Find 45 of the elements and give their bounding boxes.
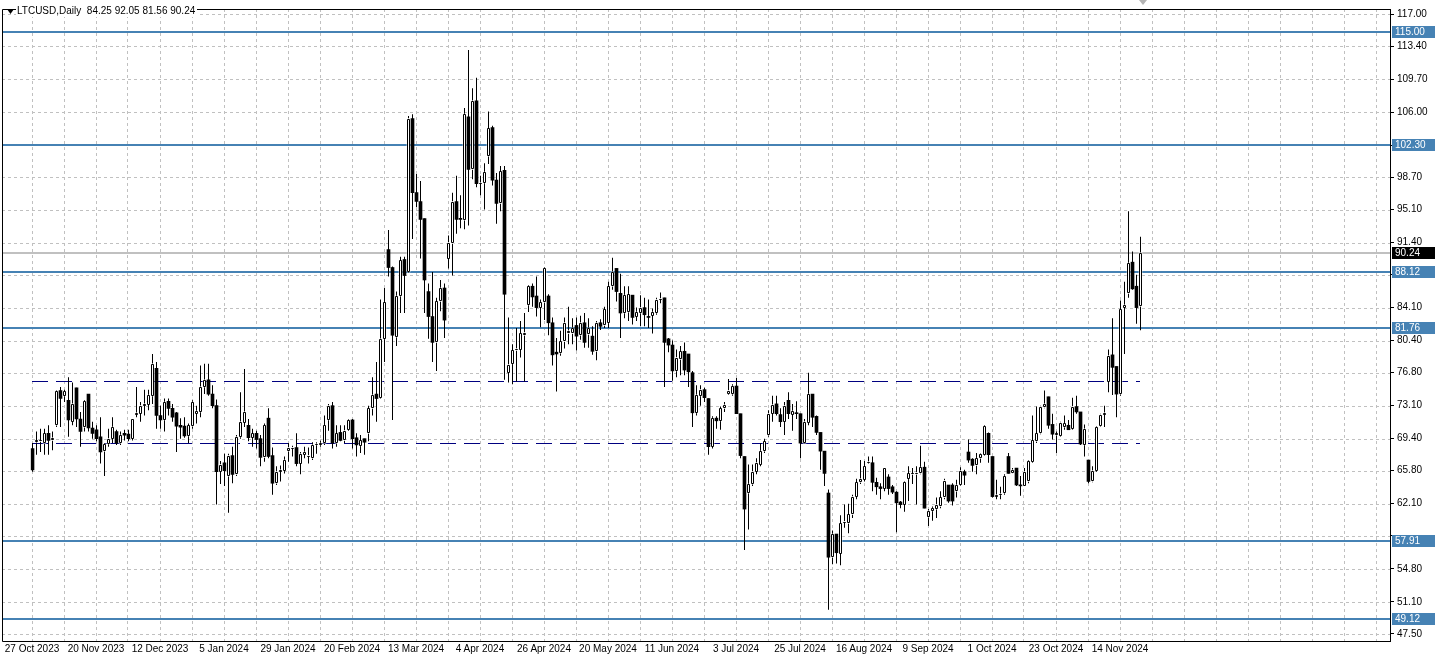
- y-tick-label: 80.40: [1397, 334, 1423, 346]
- x-tick-label: 5 Jan 2024: [199, 642, 250, 654]
- x-tick-label: 26 Apr 2024: [517, 642, 572, 654]
- y-tick-label: 76.80: [1397, 366, 1423, 378]
- ref-line-label: 57.91: [1395, 535, 1421, 547]
- x-tick-label: 4 Apr 2024: [455, 642, 505, 654]
- y-tick-label: 109.70: [1397, 73, 1429, 85]
- y-tick-label: 98.70: [1397, 171, 1423, 183]
- x-tick-label: 29 Jan 2024: [260, 642, 316, 654]
- y-tick-label: 54.80: [1397, 562, 1423, 574]
- y-tick-label: 84.10: [1397, 301, 1423, 313]
- y-tick-label: 47.50: [1397, 627, 1423, 639]
- x-tick-label: 3 Jul 2024: [712, 642, 760, 654]
- x-tick-label: 25 Jul 2024: [774, 642, 827, 654]
- ref-line-label: 49.12: [1395, 613, 1421, 625]
- ref-line-label: 81.76: [1395, 322, 1421, 334]
- candlestick: [134, 386, 139, 418]
- y-tick-label: 95.10: [1397, 203, 1423, 215]
- y-tick-label: 62.10: [1397, 497, 1423, 509]
- y-tick-label: 106.00: [1397, 106, 1429, 118]
- x-tick-label: 9 Sep 2024: [902, 642, 955, 654]
- y-tick-label: 117.00: [1397, 8, 1428, 20]
- x-tick-label: 1 Oct 2024: [967, 642, 1017, 654]
- y-tick-label: 65.80: [1397, 464, 1423, 476]
- ref-line-label: 88.12: [1395, 266, 1421, 278]
- y-tick-label: 91.40: [1397, 236, 1423, 248]
- candlestick: [1122, 281, 1127, 354]
- y-tick-label: 113.40: [1397, 40, 1428, 52]
- x-tick-label: 16 Aug 2024: [835, 642, 893, 654]
- x-tick-label: 20 Feb 2024: [323, 642, 381, 654]
- chart-title: LTCUSD,Daily 84.25 92.05 81.56 90.24: [16, 5, 198, 17]
- y-tick-label: 69.40: [1397, 432, 1423, 444]
- x-tick-label: 13 Mar 2024: [387, 642, 445, 654]
- x-tick-label: 14 Nov 2024: [1091, 642, 1149, 654]
- y-tick-label: 73.10: [1397, 399, 1423, 411]
- x-tick-label: 20 May 2024: [579, 642, 638, 654]
- x-tick-label: 12 Dec 2023: [131, 642, 189, 654]
- y-tick-label: 51.10: [1397, 595, 1423, 607]
- ref-line-label: 115.00: [1395, 26, 1426, 38]
- x-tick-label: 20 Nov 2023: [67, 642, 125, 654]
- x-tick-label: 27 Oct 2023: [4, 642, 60, 654]
- x-tick-label: 11 Jun 2024: [644, 642, 700, 654]
- x-tick-label: 23 Oct 2024: [1028, 642, 1084, 654]
- ref-line-label: 102.30: [1395, 139, 1427, 151]
- ref-line-label: 90.24: [1395, 247, 1421, 259]
